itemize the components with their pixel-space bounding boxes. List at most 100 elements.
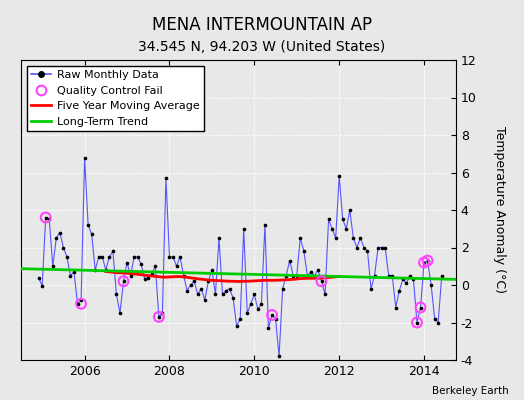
Point <box>222 288 230 294</box>
Point <box>88 231 96 238</box>
Point <box>91 267 100 273</box>
Point <box>80 154 89 161</box>
Point <box>324 216 333 222</box>
Point <box>116 310 124 316</box>
Y-axis label: Temperature Anomaly (°C): Temperature Anomaly (°C) <box>493 126 506 294</box>
Point <box>119 278 128 284</box>
Point <box>406 272 414 279</box>
Point <box>169 254 177 260</box>
Point <box>250 291 258 298</box>
Point <box>356 235 365 241</box>
Point <box>77 297 85 303</box>
Point <box>204 278 213 284</box>
Text: 34.545 N, 94.203 W (United States): 34.545 N, 94.203 W (United States) <box>138 40 386 54</box>
Point <box>417 304 425 311</box>
Point <box>211 291 220 298</box>
Point <box>77 300 85 307</box>
Point <box>346 207 354 213</box>
Point <box>261 222 269 228</box>
Point <box>94 254 103 260</box>
Point <box>140 276 149 282</box>
Point <box>278 286 287 292</box>
Text: MENA INTERMOUNTAIN AP: MENA INTERMOUNTAIN AP <box>152 16 372 34</box>
Point <box>102 267 110 273</box>
Point <box>197 286 205 292</box>
Point <box>303 272 312 279</box>
Point <box>162 175 170 181</box>
Point <box>423 258 432 264</box>
Point <box>123 259 131 266</box>
Point <box>183 288 191 294</box>
Point <box>310 272 319 279</box>
Point <box>318 278 326 284</box>
Point <box>134 254 142 260</box>
Point <box>296 235 304 241</box>
Point <box>321 291 329 298</box>
Point <box>155 314 163 320</box>
Legend: Raw Monthly Data, Quality Control Fail, Five Year Moving Average, Long-Term Tren: Raw Monthly Data, Quality Control Fail, … <box>27 66 204 131</box>
Point <box>63 254 71 260</box>
Point <box>229 295 237 301</box>
Point <box>247 300 255 307</box>
Point <box>427 282 435 288</box>
Point <box>328 226 336 232</box>
Point <box>119 278 128 284</box>
Point <box>41 214 50 221</box>
Point <box>318 278 326 284</box>
Point <box>179 272 188 279</box>
Point <box>59 244 68 251</box>
Point <box>286 258 294 264</box>
Point <box>148 270 156 277</box>
Point <box>208 267 216 273</box>
Text: Berkeley Earth: Berkeley Earth <box>432 386 508 396</box>
Point <box>413 319 421 326</box>
Point <box>300 248 308 254</box>
Point <box>215 235 223 241</box>
Point <box>367 286 375 292</box>
Point <box>349 235 357 241</box>
Point <box>431 316 439 322</box>
Point <box>363 248 372 254</box>
Point <box>254 306 262 312</box>
Point <box>374 244 383 251</box>
Point <box>201 297 209 303</box>
Point <box>385 272 393 279</box>
Point <box>41 214 50 221</box>
Point <box>282 272 290 279</box>
Point <box>360 244 368 251</box>
Point <box>409 276 418 282</box>
Point <box>165 254 173 260</box>
Point <box>187 282 195 288</box>
Point <box>342 226 351 232</box>
Point <box>335 173 343 180</box>
Point <box>353 244 361 251</box>
Point <box>98 254 106 260</box>
Point <box>370 272 379 279</box>
Point <box>332 235 340 241</box>
Point <box>268 312 276 318</box>
Point <box>137 261 145 268</box>
Point <box>420 259 428 266</box>
Point <box>108 248 117 254</box>
Point <box>158 310 167 316</box>
Point <box>402 280 411 286</box>
Point <box>38 283 46 289</box>
Point <box>112 291 121 298</box>
Point <box>49 263 57 270</box>
Point <box>236 316 244 322</box>
Point <box>52 235 60 241</box>
Point <box>434 319 442 326</box>
Point <box>84 222 92 228</box>
Point <box>264 325 272 331</box>
Point <box>314 267 322 273</box>
Point <box>381 244 389 251</box>
Point <box>239 226 248 232</box>
Point <box>144 274 152 281</box>
Point <box>307 269 315 275</box>
Point <box>243 310 252 316</box>
Point <box>271 316 280 322</box>
Point <box>395 288 403 294</box>
Point <box>292 272 301 279</box>
Point <box>66 272 74 279</box>
Point <box>35 274 43 281</box>
